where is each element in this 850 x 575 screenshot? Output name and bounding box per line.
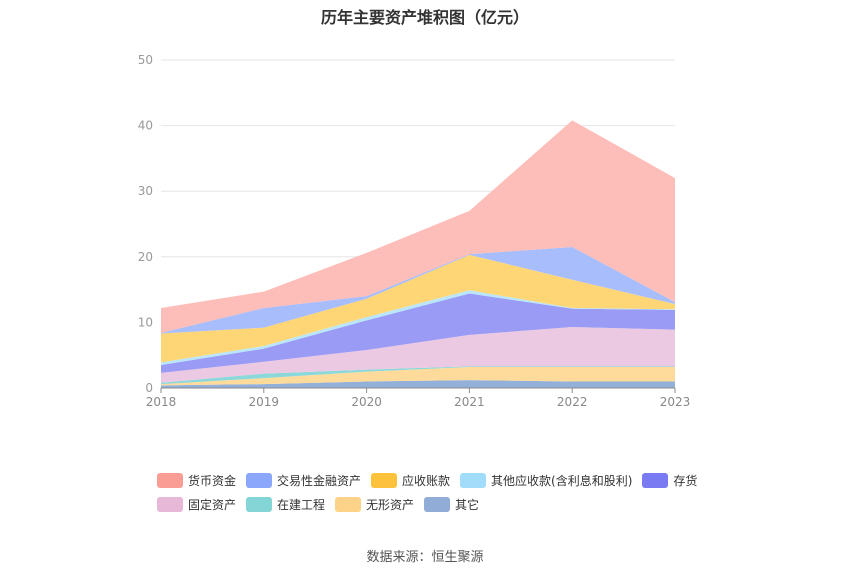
area-series	[161, 326, 675, 383]
data-source: 数据来源：恒生聚源	[366, 550, 484, 565]
area-series	[161, 254, 675, 363]
y-tick-label: 50	[138, 53, 153, 67]
area-series	[161, 366, 675, 385]
y-tick-label: 40	[138, 119, 153, 133]
y-tick-label: 20	[138, 250, 153, 264]
legend-swatch	[157, 497, 183, 512]
legend-item[interactable]: 应收账款	[371, 472, 450, 489]
x-tick-label: 2023	[660, 395, 691, 409]
y-tick-label: 10	[138, 315, 153, 329]
legend-item[interactable]: 固定资产	[157, 496, 236, 513]
area-series	[161, 290, 675, 366]
x-tick-label: 2018	[146, 395, 177, 409]
y-tick-label: 30	[138, 184, 153, 198]
area-series	[161, 293, 675, 373]
legend-swatch	[642, 473, 669, 488]
legend-swatch	[424, 497, 451, 512]
x-tick-label: 2019	[249, 395, 280, 409]
legend-label: 存货	[673, 474, 698, 488]
legend-row: 货币资金 交易性金融资产 应收账款 其他应收款(含利息和股利) 存货	[157, 472, 717, 489]
legend-row: 固定资产 在建工程 无形资产 其它	[157, 496, 717, 513]
area-series	[161, 120, 675, 333]
area-series	[161, 367, 675, 386]
legend-label: 货币资金	[188, 474, 237, 488]
x-tick-label: 2022	[557, 395, 588, 409]
legend-label: 无形资产	[366, 498, 415, 512]
y-tick-label: 0	[145, 381, 153, 395]
stacked-area-chart: 0 10 20 30 40 50 2018 2019 2020 2021 2022 2023	[138, 53, 691, 409]
legend-label: 应收账款	[402, 474, 451, 488]
legend-swatch	[371, 473, 398, 488]
chart-title: 历年主要资产堆积图（亿元）	[320, 8, 529, 27]
legend-item[interactable]: 交易性金融资产	[246, 472, 361, 489]
legend-label: 交易性金融资产	[277, 474, 362, 488]
area-series	[161, 246, 675, 334]
legend-label: 其它	[455, 498, 480, 512]
legend: 货币资金 交易性金融资产 应收账款 其他应收款(含利息和股利) 存货 固定资产 在建工程 无…	[157, 472, 717, 513]
legend-label: 其他应收款(含利息和股利)	[491, 474, 633, 488]
legend-label: 在建工程	[277, 498, 326, 512]
legend-swatch	[460, 473, 487, 488]
legend-item[interactable]: 无形资产	[335, 496, 414, 513]
legend-item[interactable]: 其它	[424, 496, 479, 513]
legend-item[interactable]: 货币资金	[157, 472, 236, 489]
legend-swatch	[335, 497, 362, 512]
legend-item[interactable]: 存货	[642, 472, 697, 489]
x-tick-label: 2020	[351, 395, 382, 409]
legend-swatch	[246, 473, 273, 488]
x-tick-label: 2021	[454, 395, 485, 409]
legend-swatch	[246, 497, 273, 512]
legend-item[interactable]: 其他应收款(含利息和股利)	[460, 472, 632, 489]
legend-label: 固定资产	[188, 498, 237, 512]
area-series	[161, 380, 675, 388]
legend-item[interactable]: 在建工程	[246, 496, 325, 513]
legend-swatch	[157, 473, 183, 488]
